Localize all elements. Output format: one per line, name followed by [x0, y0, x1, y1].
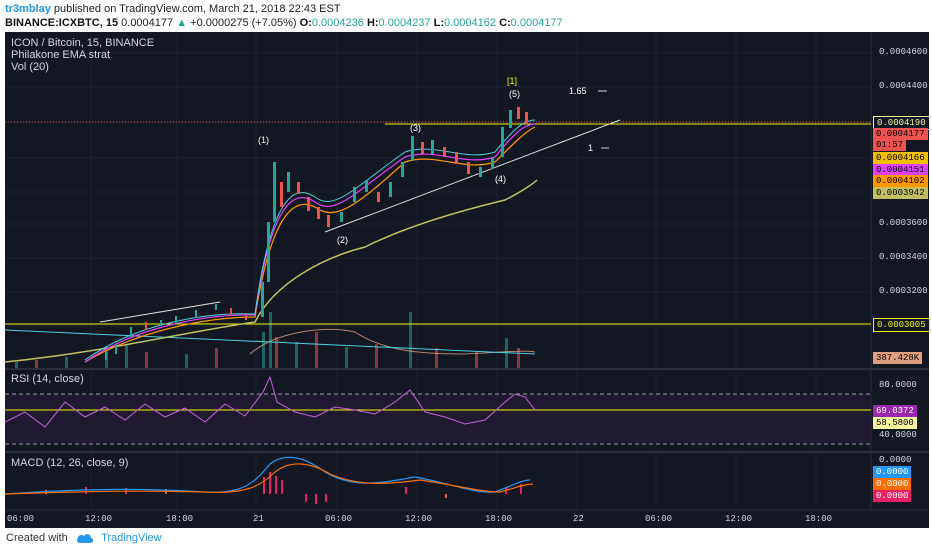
macd-signal-line — [5, 463, 534, 495]
chart-canvas[interactable] — [5, 32, 929, 528]
price-axis-label: 0.0003600 — [879, 218, 928, 228]
footer: Created with TradingView — [0, 528, 932, 550]
macd-histogram — [45, 472, 522, 504]
ema-price-tag: 0.0004151 — [873, 164, 928, 176]
ema-slow-line — [5, 179, 538, 363]
time-axis-label: 12:00 — [725, 514, 753, 524]
time-axis-label: 18:00 — [485, 514, 513, 524]
price-axis-label: 0.0004400 — [879, 81, 928, 91]
ema-strategy-label: Philakone EMA strat — [11, 49, 111, 61]
macd-hist-tag: 0.0000 — [873, 490, 912, 502]
close-label: C: — [499, 17, 511, 29]
price-axis-label: 0.0003200 — [879, 286, 928, 296]
tradingview-logo[interactable]: TradingView — [76, 532, 162, 544]
rising-trendline — [324, 119, 621, 233]
volume-bars — [15, 312, 520, 368]
wave-1-label: (1) — [258, 135, 269, 145]
close-value: 0.0004177 — [510, 17, 563, 29]
low-value: 0.0004162 — [444, 17, 496, 29]
countdown-tag: 01:57 — [873, 139, 907, 151]
price-axis-label: 0.0004600 — [879, 47, 928, 57]
time-axis-label: 18:00 — [805, 514, 833, 524]
high-value: 0.0004237 — [378, 17, 431, 29]
macd-title: MACD (12, 26, close, 9) — [11, 457, 129, 469]
time-axis-label: 12:00 — [85, 514, 113, 524]
time-axis-label: 12:00 — [405, 514, 433, 524]
rsi-line — [5, 375, 536, 428]
macd-value-tag: 0.0000 — [873, 466, 912, 478]
wave-bracket-label: [1] — [507, 76, 518, 86]
volume-ma-line — [249, 328, 536, 355]
rsi-value-tag: 69.0372 — [873, 405, 917, 417]
created-with-text: Created with — [6, 532, 68, 544]
wave-4-label: (4) — [495, 174, 506, 184]
publish-header: tr3mblay published on TradingView.com, M… — [0, 0, 932, 32]
ema-fastest-line — [84, 119, 536, 361]
fib-1-label: 1 — [588, 143, 594, 153]
open-value: 0.0004236 — [311, 17, 364, 29]
author-link[interactable]: tr3mblay — [5, 3, 51, 15]
open-label: O: — [299, 17, 312, 29]
time-axis-label: 18:00 — [166, 514, 194, 524]
published-text: published on TradingView.com, March 21, … — [53, 3, 341, 15]
ema-price-tag: 0.0004166 — [873, 152, 928, 164]
wave-3-label: (3) — [410, 123, 421, 133]
time-axis-label: 22 — [573, 514, 584, 524]
ema-price-tag: 0.0003942 — [873, 187, 928, 199]
rsi-level-tag: 58.5800 — [873, 417, 917, 429]
last-price: 0.0004177 — [121, 17, 174, 29]
volume-tag: 387.428K — [873, 352, 923, 364]
macd-axis-label: 0.0000 — [879, 455, 912, 465]
rsi-axis-label: 80.0000 — [879, 380, 917, 390]
time-axis-label: 21 — [253, 514, 264, 524]
low-label: L: — [433, 17, 444, 29]
rsi-axis-label: 40.0000 — [879, 430, 917, 440]
last-price-tag: 0.0004177 — [873, 128, 928, 140]
volume-trendline — [5, 329, 536, 355]
support-price-tag: 0.0003005 — [873, 318, 930, 332]
price-change: +0.0000275 (+7.05%) — [190, 17, 297, 29]
time-axis-label: 06:00 — [7, 514, 35, 524]
macd-line — [5, 456, 531, 495]
time-axis-label: 06:00 — [645, 514, 673, 524]
macd-signal-tag: 0.0000 — [873, 478, 912, 490]
chart-title: ICON / Bitcoin, 15, BINANCE — [11, 37, 155, 49]
price-axis-label: 0.0003400 — [879, 252, 928, 262]
symbol-info: BINANCE:ICXBTC, 15 0.0004177 ▲ +0.000027… — [5, 17, 563, 29]
rsi-title: RSI (14, close) — [11, 373, 84, 385]
wedge-upper-line — [99, 301, 221, 323]
tradingview-brand: TradingView — [101, 532, 162, 544]
price-candles — [105, 107, 528, 360]
change-arrow-icon: ▲ — [176, 17, 188, 29]
high-label: H: — [366, 17, 379, 29]
rsi-band — [5, 394, 871, 444]
wave-5-label: (5) — [509, 89, 520, 99]
wave-2-label: (2) — [337, 235, 348, 245]
volume-indicator-label: Vol (20) — [11, 61, 49, 73]
ema-mid-line — [84, 126, 536, 363]
cloud-icon — [76, 534, 94, 544]
publish-info: tr3mblay published on TradingView.com, M… — [5, 3, 341, 15]
fib-165-label: 1.65 — [569, 86, 587, 96]
chart-area[interactable]: ICON / Bitcoin, 15, BINANCE Philakone EM… — [5, 32, 930, 528]
ema-price-tag: 0.0004102 — [873, 175, 928, 187]
time-axis-label: 06:00 — [325, 514, 353, 524]
symbol-name: BINANCE:ICXBTC, 15 — [5, 17, 119, 29]
